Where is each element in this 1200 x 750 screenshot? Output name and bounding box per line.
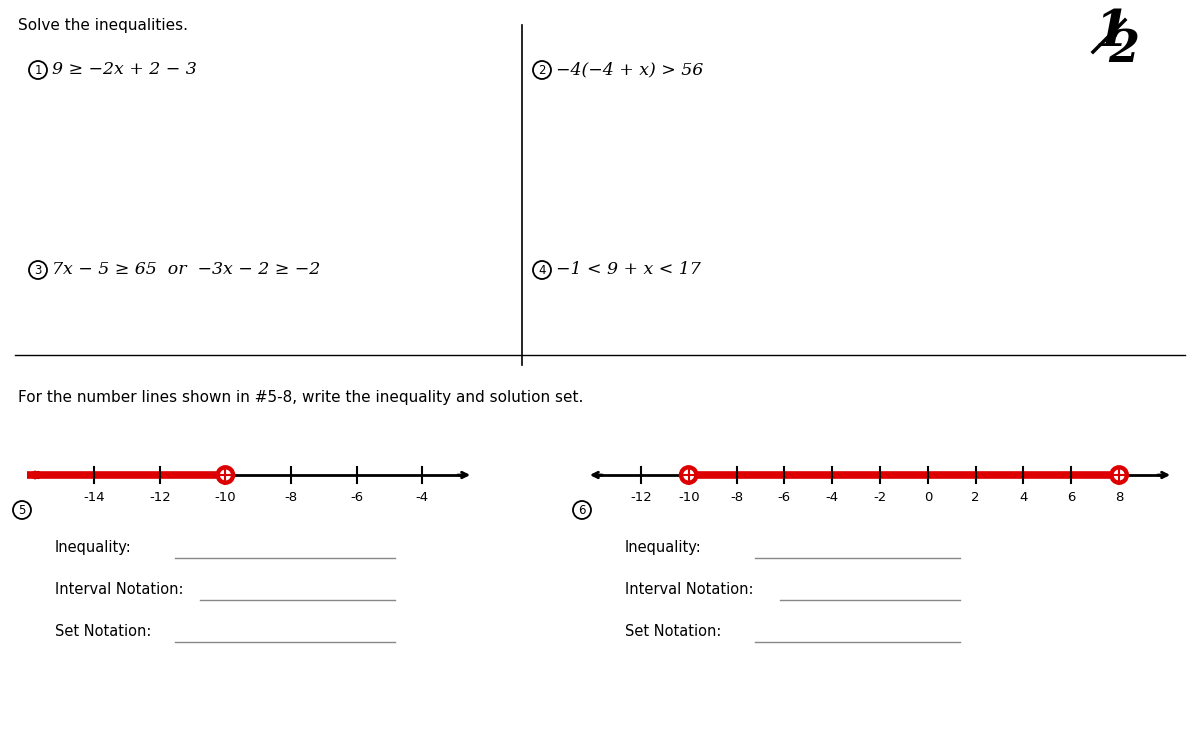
Text: -6: -6 bbox=[778, 491, 791, 504]
Text: Set Notation:: Set Notation: bbox=[55, 624, 151, 639]
Text: Interval Notation:: Interval Notation: bbox=[625, 582, 754, 597]
Text: Interval Notation:: Interval Notation: bbox=[55, 582, 184, 597]
Text: −4(−4 + x) > 56: −4(−4 + x) > 56 bbox=[556, 62, 703, 79]
Circle shape bbox=[680, 466, 697, 484]
Circle shape bbox=[217, 466, 234, 484]
Text: Set Notation:: Set Notation: bbox=[625, 624, 721, 639]
Text: 2: 2 bbox=[972, 491, 980, 504]
Text: 6: 6 bbox=[578, 503, 586, 517]
Text: 0: 0 bbox=[924, 491, 932, 504]
Text: 9 ≥ −2x + 2 − 3: 9 ≥ −2x + 2 − 3 bbox=[52, 62, 197, 79]
Text: 1: 1 bbox=[1096, 8, 1129, 57]
Text: 5: 5 bbox=[18, 503, 25, 517]
Circle shape bbox=[683, 470, 694, 481]
Text: For the number lines shown in #5-8, write the inequality and solution set.: For the number lines shown in #5-8, writ… bbox=[18, 390, 583, 405]
Text: -12: -12 bbox=[149, 491, 170, 504]
Text: 7x − 5 ≥ 65  or  −3x − 2 ≥ −2: 7x − 5 ≥ 65 or −3x − 2 ≥ −2 bbox=[52, 262, 320, 278]
Text: -2: -2 bbox=[874, 491, 887, 504]
Circle shape bbox=[1114, 470, 1124, 481]
Text: 2: 2 bbox=[539, 64, 546, 76]
Text: Solve the inequalities.: Solve the inequalities. bbox=[18, 18, 188, 33]
Text: -8: -8 bbox=[730, 491, 743, 504]
Text: Inequality:: Inequality: bbox=[55, 540, 132, 555]
Text: -10: -10 bbox=[678, 491, 700, 504]
Text: -8: -8 bbox=[284, 491, 298, 504]
Text: -4: -4 bbox=[415, 491, 428, 504]
Text: -12: -12 bbox=[630, 491, 652, 504]
Circle shape bbox=[1111, 466, 1128, 484]
Text: 2: 2 bbox=[1108, 28, 1139, 71]
Text: 4: 4 bbox=[1019, 491, 1027, 504]
Text: -14: -14 bbox=[83, 491, 106, 504]
Text: 4: 4 bbox=[539, 263, 546, 277]
Text: -6: -6 bbox=[350, 491, 364, 504]
Text: −1 < 9 + x < 17: −1 < 9 + x < 17 bbox=[556, 262, 701, 278]
Text: -4: -4 bbox=[826, 491, 839, 504]
Circle shape bbox=[220, 470, 230, 481]
Text: 6: 6 bbox=[1067, 491, 1075, 504]
Text: -10: -10 bbox=[215, 491, 236, 504]
Text: 1: 1 bbox=[35, 64, 42, 76]
Text: 3: 3 bbox=[35, 263, 42, 277]
Text: 8: 8 bbox=[1115, 491, 1123, 504]
Text: Inequality:: Inequality: bbox=[625, 540, 702, 555]
